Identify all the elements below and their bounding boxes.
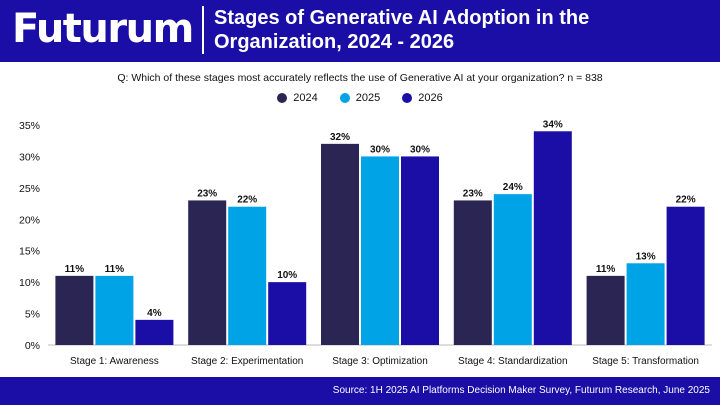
bar-2026: [533, 131, 572, 345]
y-tick-label: 20%: [19, 214, 40, 226]
y-tick-label: 35%: [19, 120, 40, 132]
data-label: 10%: [277, 270, 297, 281]
data-label: 11%: [65, 264, 85, 275]
y-tick-label: 10%: [19, 277, 40, 289]
legend-dot-2024: [277, 93, 288, 103]
data-label: 22%: [237, 195, 257, 206]
legend-dot-2025: [339, 93, 350, 103]
data-label: 13%: [636, 251, 656, 262]
bar-2025: [361, 156, 399, 345]
bar-2026: [268, 282, 307, 345]
data-label: 22%: [676, 195, 696, 206]
footer-banner: Source: 1H 2025 AI Platforms Decision Ma…: [0, 377, 720, 405]
bar-2026: [666, 206, 705, 345]
data-label: 11%: [105, 264, 125, 275]
x-tick-label: Stage 3: Optimization: [332, 356, 428, 367]
header-banner: Futurum Stages of Generative AI Adoption…: [0, 0, 720, 62]
header-divider: [202, 6, 204, 54]
legend-item-2026: 2026: [402, 92, 443, 104]
bar-2025: [493, 194, 532, 345]
x-tick-label: Stage 4: Standardization: [458, 356, 568, 367]
data-label: 30%: [370, 144, 390, 155]
legend-item-2025: 2025: [339, 92, 381, 104]
x-tick-label: Stage 1: Awareness: [70, 356, 159, 367]
bar-2024: [188, 200, 227, 345]
bar-2024: [55, 275, 94, 345]
chart-title: Stages of Generative AI Adoption in the …: [214, 7, 590, 53]
bar-2025: [626, 263, 665, 345]
bar-2024: [453, 200, 492, 345]
data-label: 32%: [330, 132, 350, 143]
legend-item-2024: 2024: [277, 92, 318, 104]
y-tick-label: 25%: [19, 183, 40, 195]
y-tick-label: 15%: [19, 246, 40, 258]
data-label: 23%: [463, 188, 483, 199]
survey-question: Q: Which of these stages most accurately…: [117, 72, 603, 84]
data-label: 34%: [543, 119, 563, 130]
y-tick-label: 0%: [25, 340, 40, 352]
legend-label-2026: 2026: [418, 92, 443, 104]
bar-2024: [586, 275, 625, 345]
x-tick-label: Stage 5: Transformation: [592, 356, 699, 367]
bar-chart: 0% 5% 10% 15% 20% 25% 30% 35% 11% 11% 4% Stage 1: A…: [19, 119, 712, 367]
y-tick-label: 5%: [25, 309, 40, 321]
y-tick-label: 30%: [19, 151, 40, 163]
bar-2025: [95, 275, 134, 345]
data-label: 30%: [410, 144, 430, 155]
bar-2024: [321, 143, 359, 345]
data-label: 23%: [197, 188, 217, 199]
data-label: 24%: [503, 182, 523, 193]
legend-dot-2026: [402, 93, 413, 103]
source-note: Source: 1H 2025 AI Platforms Decision Ma…: [332, 385, 710, 396]
bar-2026: [401, 156, 439, 345]
bar-2026: [135, 319, 174, 345]
legend-label-2025: 2025: [355, 92, 381, 104]
data-label: 4%: [147, 308, 162, 319]
legend-label-2024: 2024: [293, 92, 318, 104]
x-tick-label: Stage 2: Experimentation: [191, 356, 303, 367]
futurum-logo: Futurum: [12, 6, 194, 52]
data-label: 11%: [596, 264, 616, 275]
chart-legend: 2024 2025 2026: [0, 92, 720, 104]
bar-2025: [228, 206, 267, 345]
